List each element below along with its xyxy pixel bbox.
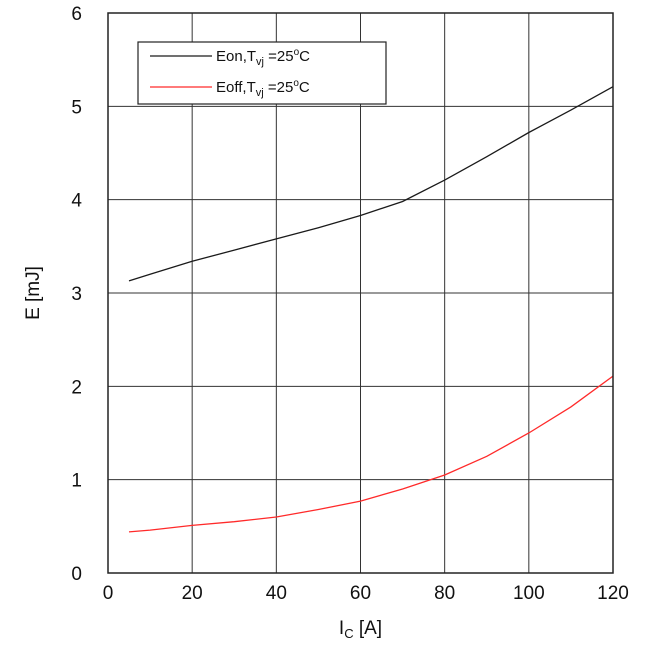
- x-tick-label: 100: [513, 583, 545, 604]
- y-tick-labels: 0 1 2 3 4 5 6: [71, 4, 82, 585]
- y-tick-label: 6: [71, 4, 82, 25]
- x-tick-label: 40: [266, 583, 287, 604]
- legend-label-eon: Eon,Tvj =25oC: [216, 47, 310, 68]
- y-tick-label: 3: [71, 284, 82, 305]
- plot-frame: [107, 12, 614, 574]
- legend-label-eoff: Eoff,Tvj =25oC: [216, 78, 310, 99]
- x-axis-label-unit: [A]: [354, 618, 383, 639]
- series-lines: [128, 86, 614, 533]
- x-tick-label: 20: [182, 583, 203, 604]
- series-line-0: [128, 86, 614, 282]
- y-tick-label: 5: [71, 97, 82, 118]
- x-tick-labels: 0 20 40 60 80 100 120: [103, 583, 629, 604]
- x-axis-label: IC [A]: [339, 618, 382, 641]
- y-axis-label: E [mJ]: [23, 266, 44, 320]
- legend-box: [137, 41, 387, 105]
- series-line-1: [128, 375, 614, 533]
- y-tick-label: 2: [71, 377, 82, 398]
- x-tick-label: 60: [350, 583, 371, 604]
- x-axis-label-main: I: [339, 618, 344, 639]
- grid-lines: [108, 13, 613, 573]
- x-tick-label: 0: [103, 583, 114, 604]
- y-tick-label: 0: [71, 564, 82, 585]
- x-tick-label: 120: [597, 583, 629, 604]
- x-axis-label-sub: C: [344, 626, 353, 641]
- y-tick-label: 1: [71, 471, 82, 492]
- x-tick-label: 80: [434, 583, 455, 604]
- legend: Eon,Tvj =25oC Eoff,Tvj =25oC: [137, 41, 387, 105]
- y-tick-label: 4: [71, 191, 82, 212]
